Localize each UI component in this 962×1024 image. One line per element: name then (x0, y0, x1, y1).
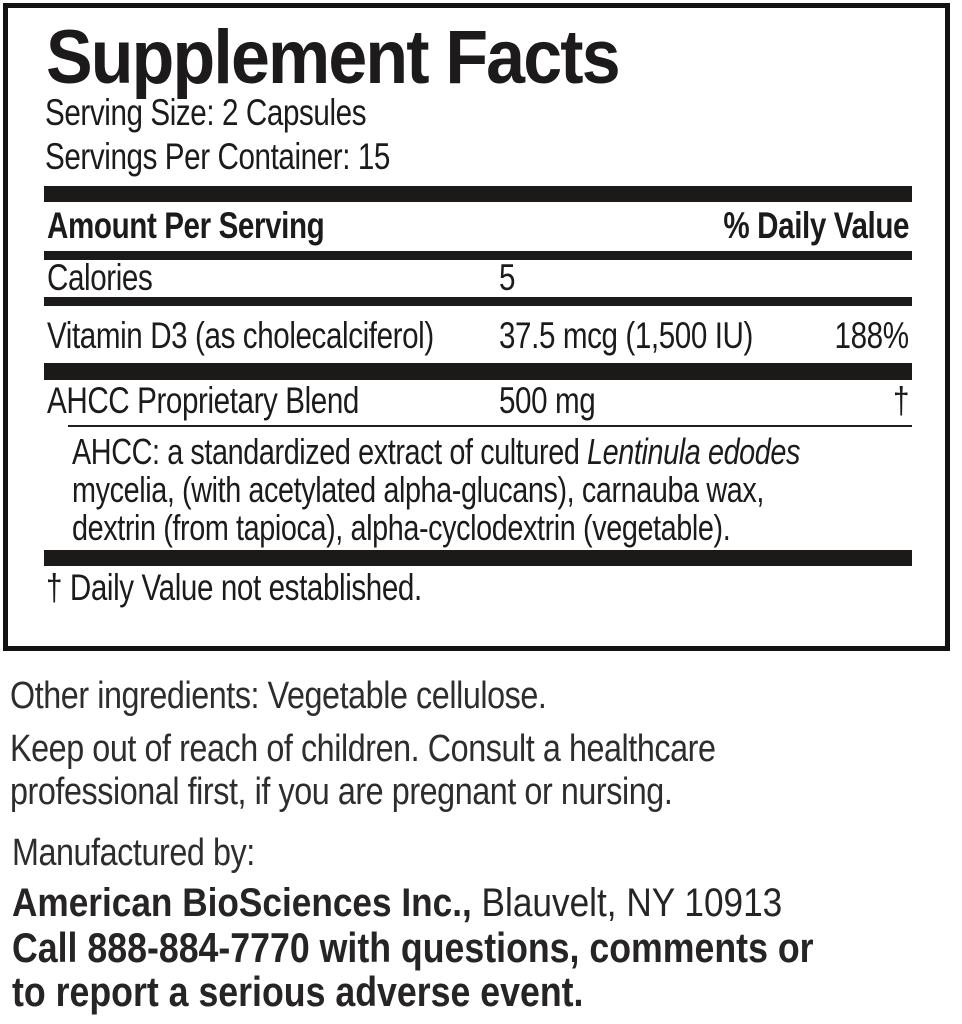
calories-amount: 5 (499, 257, 516, 298)
other-ingredients-line: Other ingredients: Vegetable cellulose. (10, 673, 641, 719)
contact-line2: to report a serious adverse event. (12, 968, 684, 1016)
serving-size-line: Serving Size: 2 Capsules (45, 91, 446, 135)
contact-line1: Call 888-884-7770 with questions, commen… (12, 924, 955, 972)
ahcc-blend-row: AHCC Proprietary Blend 500 mg † (44, 380, 912, 421)
manufactured-by-text: Manufactured by: (12, 832, 255, 874)
contact-line1-text: Call 888-884-7770 with questions, commen… (12, 924, 814, 971)
ahcc-blend-label: AHCC Proprietary Blend (47, 380, 359, 421)
amount-per-serving-header: Amount Per Serving (47, 205, 325, 246)
servings-per-container-line: Servings Per Container: 15 (45, 135, 476, 179)
calories-label: Calories (47, 257, 153, 298)
serving-size-text: Serving Size: 2 Capsules (45, 92, 367, 133)
ahcc-blend-amount: 500 mg (499, 380, 596, 421)
divider-bar-thick-middle (44, 363, 912, 380)
divider-bar-medium-1 (44, 251, 912, 260)
divider-bar-medium-2 (44, 297, 912, 306)
daily-value-header: % Daily Value (723, 205, 909, 246)
servings-per-container-text: Servings Per Container: 15 (45, 136, 390, 177)
blend-description-line2-text: mycelia, (with acetylated alpha-glucans)… (72, 469, 764, 510)
daily-value-footnote: † Daily Value not established. (46, 567, 912, 608)
vitamin-d3-daily-value: 188% (834, 315, 910, 356)
supplement-facts-panel: Supplement Facts Serving Size: 2 Capsule… (3, 3, 950, 651)
warning-line1: Keep out of reach of children. Consult a… (10, 726, 840, 772)
blend-underline-rule (68, 425, 912, 427)
blend-description-line1-regular: AHCC: a standardized extract of cultured (72, 431, 588, 472)
company-location: Blauvelt, NY 10913 (471, 881, 783, 925)
warning-line2-text: professional first, if you are pregnant … (10, 771, 673, 813)
warning-line1-text: Keep out of reach of children. Consult a… (10, 728, 716, 770)
vitamin-d3-amount: 37.5 mcg (1,500 IU) (499, 315, 753, 356)
divider-bar-thick-bottom (44, 550, 912, 566)
other-ingredients-text: Other ingredients: Vegetable cellulose. (10, 675, 547, 717)
table-header-row: Amount Per Serving % Daily Value (44, 205, 912, 246)
daily-value-footnote-text: † Daily Value not established. (46, 567, 422, 608)
blend-description-line3: dextrin (from tapioca), alpha-cyclodextr… (72, 509, 895, 547)
blend-description-line3-text: dextrin (from tapioca), alpha-cyclodextr… (72, 507, 731, 548)
vitamin-d3-label: Vitamin D3 (as cholecalciferol) (47, 315, 434, 356)
panel-title: Supplement Facts (46, 20, 669, 96)
vitamin-d3-row: Vitamin D3 (as cholecalciferol) 37.5 mcg… (44, 315, 912, 356)
blend-description-line1: AHCC: a standardized extract of cultured… (72, 433, 962, 471)
company-line: American BioSciences Inc., Blauvelt, NY … (12, 879, 887, 927)
blend-description-line1-italic: Lentinula edodes (587, 431, 801, 472)
panel-title-text: Supplement Facts (46, 15, 621, 100)
company-name: American BioSciences Inc., (12, 881, 472, 925)
ahcc-blend-dagger: † (892, 380, 909, 421)
blend-description-line2: mycelia, (with acetylated alpha-glucans)… (72, 471, 937, 509)
warning-line2: professional first, if you are pregnant … (10, 769, 789, 815)
calories-row: Calories 5 (44, 257, 912, 298)
manufactured-by-line: Manufactured by: (12, 830, 298, 876)
contact-line2-text: to report a serious adverse event. (12, 968, 584, 1015)
divider-bar-thick-top (44, 186, 912, 202)
